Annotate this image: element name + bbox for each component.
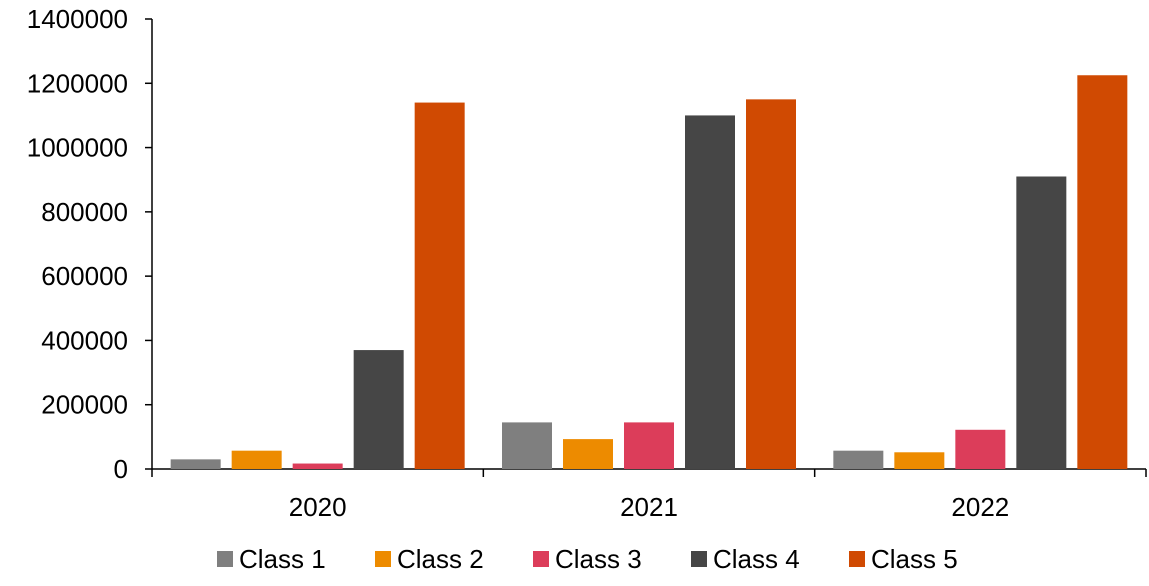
bar-class-2-2021 [563, 439, 613, 469]
bar-class-1-2021 [502, 422, 552, 469]
legend-swatch-class-4 [691, 551, 707, 567]
bar-class-2-2022 [894, 452, 945, 469]
y-tick-label: 1400000 [27, 4, 128, 34]
x-tick-label: 2020 [289, 492, 347, 522]
legend-label: Class 4 [713, 544, 800, 574]
legend-label: Class 3 [555, 544, 642, 574]
bar-class-5-2020 [414, 102, 465, 470]
bar-class-3-2020 [292, 463, 343, 469]
legend-swatch-class-5 [849, 551, 865, 567]
y-tick-label: 200000 [41, 390, 128, 420]
x-axis: 2020 2021 2022 [151, 468, 1147, 522]
legend-label: Class 5 [871, 544, 958, 574]
bar-class-5-2021 [746, 99, 796, 469]
y-tick-label: 0 [114, 454, 128, 484]
legend-swatch-class-1 [217, 551, 233, 567]
legend-swatch-class-2 [375, 551, 391, 567]
bar-class-3-2022 [955, 429, 1006, 469]
bar-class-4-2021 [685, 115, 735, 469]
legend: Class 1 Class 2 Class 3 Class 4 Class 5 [217, 544, 958, 574]
bar-class-2-2020 [231, 450, 282, 469]
bar-class-3-2021 [624, 422, 674, 469]
y-tick-label: 1200000 [27, 68, 128, 98]
y-tick-label: 600000 [41, 261, 128, 291]
bars [170, 75, 1128, 470]
bar-class-4-2022 [1016, 176, 1067, 469]
bar-class-4-2020 [353, 350, 404, 469]
legend-label: Class 2 [397, 544, 484, 574]
x-tick-label: 2021 [620, 492, 678, 522]
y-axis: 0 200000 400000 600000 800000 1000000 1200000 1… [27, 4, 153, 484]
y-tick-label: 1000000 [27, 133, 128, 163]
y-tick-label: 800000 [41, 197, 128, 227]
y-tick-label: 400000 [41, 325, 128, 355]
bar-class-1-2020 [170, 459, 221, 469]
bar-class-5-2022 [1077, 75, 1128, 469]
legend-label: Class 1 [239, 544, 326, 574]
bar-class-1-2022 [833, 450, 884, 469]
x-tick-label: 2022 [951, 492, 1009, 522]
legend-swatch-class-3 [533, 551, 549, 567]
